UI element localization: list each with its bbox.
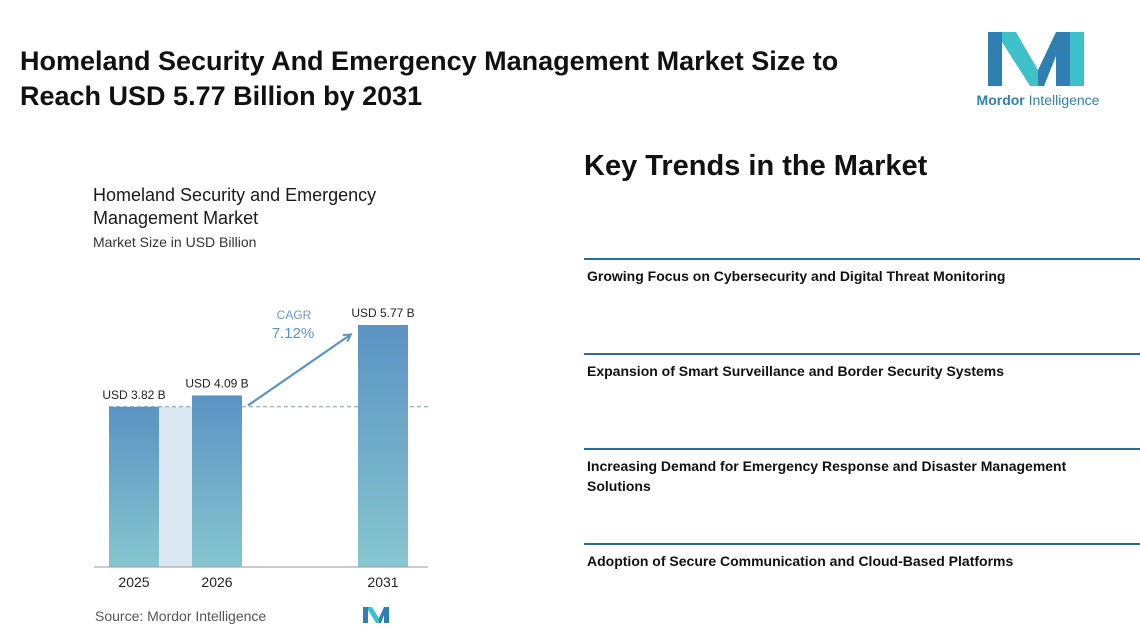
trend-label: Expansion of Smart Surveillance and Bord… xyxy=(587,363,1005,379)
bar-2031 xyxy=(358,325,408,567)
page-title: Homeland Security And Emergency Manageme… xyxy=(20,46,839,111)
trend-item-4: Adoption of Secure Communication and Clo… xyxy=(584,543,1140,571)
x-tick-label: 2031 xyxy=(367,574,398,590)
data-label: USD 5.77 B xyxy=(351,306,414,320)
trend-item-1: Growing Focus on Cybersecurity and Digit… xyxy=(584,258,1140,286)
trend-label: Increasing Demand for Emergency Response… xyxy=(587,458,1067,494)
logo-brand-bold: Mordor xyxy=(976,92,1025,108)
mini-logo-icon xyxy=(363,607,389,623)
chart-title: Homeland Security and Emergency Manageme… xyxy=(93,185,377,228)
data-label: USD 4.09 B xyxy=(185,376,248,390)
cagr-arrow xyxy=(247,335,350,407)
chart-subtitle: Market Size in USD Billion xyxy=(93,234,257,250)
trend-label: Adoption of Secure Communication and Clo… xyxy=(587,553,1014,569)
bar-chart: USD 3.82 B 2025 USD 4.09 B 2026 USD 5.77 B 20… xyxy=(94,306,428,590)
data-label: USD 3.82 B xyxy=(102,388,165,402)
bar-2025 xyxy=(109,406,159,567)
mordor-intelligence-logo: Mordor Intelligence xyxy=(972,30,1104,110)
logo-text: Mordor Intelligence xyxy=(972,92,1104,108)
key-trends-title: Key Trends in the Market xyxy=(584,150,928,182)
cagr-label: CAGR xyxy=(277,308,312,322)
x-tick-label: 2025 xyxy=(118,574,149,590)
trend-item-3: Increasing Demand for Emergency Response… xyxy=(584,448,1140,496)
logo-mark-icon xyxy=(988,32,1084,86)
logo-brand-rest: Intelligence xyxy=(1024,92,1100,108)
bar-2026 xyxy=(192,395,242,567)
cagr-value: 7.12% xyxy=(272,325,315,342)
x-tick-label: 2026 xyxy=(201,574,232,590)
trend-label: Growing Focus on Cybersecurity and Digit… xyxy=(587,268,1006,284)
trend-item-2: Expansion of Smart Surveillance and Bord… xyxy=(584,353,1140,381)
source-note: Source: Mordor Intelligence xyxy=(95,608,267,624)
